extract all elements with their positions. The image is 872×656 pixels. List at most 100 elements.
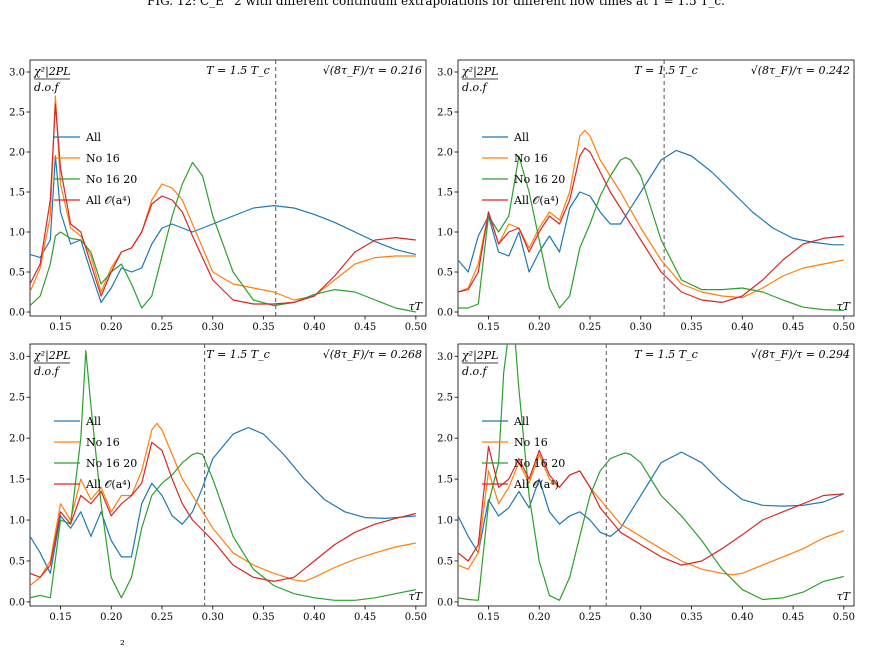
y-tick-label: 1.5 (9, 475, 25, 486)
series-group (30, 350, 416, 601)
y-tick-label: 1.5 (437, 475, 453, 486)
x-tick-label: 0.15 (477, 612, 499, 623)
legend-label: All 𝒪(a⁴) (513, 478, 559, 491)
series-line-1 (30, 155, 416, 303)
flow-time-label: √(8τ_F)/τ = 0.268 (323, 348, 422, 361)
series-line-3 (30, 350, 416, 601)
y-tick-label: 0.5 (437, 556, 453, 567)
series-line-3 (30, 161, 416, 313)
y-axis-label-numerator: χ²|2PL (33, 65, 71, 79)
chart-panel-1: 0.0 0.5 1.0 1.5 2.0 2.5 3.0 0.15 0.20 0.25 0.30 0.3… (9, 59, 427, 333)
x-tick-label: 0.35 (680, 322, 702, 333)
flow-time-label: √(8τ_F)/τ = 0.216 (323, 64, 422, 77)
y-tick-label: 2.5 (9, 108, 25, 119)
y-axis-label-denominator: d.o.f (34, 81, 60, 94)
y-tick-label: 2.0 (9, 148, 25, 159)
temperature-label: T = 1.5 T_c (206, 64, 270, 77)
legend-label: All (85, 131, 101, 144)
series-line-1 (30, 426, 416, 574)
x-tick-label: 0.50 (405, 322, 427, 333)
y-axis-label-numerator: χ²|2PL (33, 349, 71, 363)
x-tick-label: 0.45 (782, 612, 804, 623)
legend-label: All (513, 415, 529, 428)
x-tick-label: 0.50 (405, 612, 427, 623)
legend-label: All (85, 415, 101, 428)
y-tick-label: 2.5 (9, 393, 25, 404)
y-tick-label: 3.0 (437, 68, 453, 79)
y-axis-label-denominator: d.o.f (34, 365, 60, 378)
x-tick-label: 0.15 (477, 322, 499, 333)
temperature-label: T = 1.5 T_c (634, 64, 698, 77)
legend-label: No 16 20 (514, 173, 565, 186)
y-tick-label: 1.0 (9, 228, 25, 239)
y-tick-label: 0.5 (9, 268, 25, 279)
series-line-4 (30, 103, 416, 305)
y-tick-label: 2.0 (9, 434, 25, 445)
legend-label: No 16 20 (514, 457, 565, 470)
series-group (458, 344, 845, 601)
legend-label: All 𝒪(a⁴) (85, 194, 131, 207)
x-tick-label: 0.45 (354, 612, 376, 623)
legend-label: No 16 (86, 436, 120, 449)
x-tick-label: 0.20 (528, 612, 550, 623)
y-tick-label: 2.5 (437, 393, 453, 404)
series-line-3 (458, 344, 844, 601)
x-axis-label: τT (837, 590, 852, 603)
series-line-1 (458, 149, 844, 273)
figure-caption-top: FIG. 12: C_E^2 with different continuum … (147, 0, 725, 8)
y-axis-label-denominator: d.o.f (462, 81, 488, 94)
series-line-2 (30, 422, 416, 586)
chart-panel-3: 0.0 0.5 1.0 1.5 2.0 2.5 3.0 0.15 0.20 0.25 0.30 0.3… (9, 343, 427, 623)
x-tick-label: 0.25 (151, 612, 173, 623)
temperature-label: T = 1.5 T_c (206, 348, 270, 361)
legend-label: No 16 (514, 152, 548, 165)
y-tick-label: 3.0 (437, 352, 453, 363)
y-tick-label: 0.0 (9, 308, 25, 319)
series-line-4 (458, 445, 844, 566)
x-axis-label: τT (837, 300, 852, 313)
y-tick-label: 1.0 (437, 516, 453, 527)
legend-label: No 16 (514, 436, 548, 449)
plot-frame (457, 343, 855, 607)
y-tick-label: 0.5 (437, 268, 453, 279)
y-tick-label: 1.0 (437, 228, 453, 239)
x-tick-label: 0.15 (49, 322, 71, 333)
x-tick-label: 0.30 (202, 612, 224, 623)
legend-label: All 𝒪(a⁴) (513, 194, 559, 207)
series-group (458, 129, 844, 311)
x-tick-label: 0.35 (252, 322, 274, 333)
x-tick-label: 0.40 (303, 322, 325, 333)
x-tick-label: 0.50 (833, 322, 855, 333)
chart-panel-4: 0.0 0.5 1.0 1.5 2.0 2.5 3.0 0.15 0.20 0.25 0.30 0.3… (437, 343, 855, 623)
figure-caption-bottom: ² (120, 640, 125, 652)
x-tick-label: 0.20 (528, 322, 550, 333)
y-tick-label: 3.0 (9, 352, 25, 363)
series-group (30, 95, 416, 313)
y-axis-label-numerator: χ²|2PL (461, 349, 499, 363)
legend-label: No 16 20 (86, 173, 137, 186)
series-line-4 (30, 441, 416, 583)
series-line-3 (458, 155, 844, 311)
plot-frame (29, 59, 427, 317)
series-line-2 (458, 129, 844, 299)
x-tick-label: 0.25 (151, 322, 173, 333)
x-tick-label: 0.20 (100, 612, 122, 623)
x-tick-label: 0.40 (303, 612, 325, 623)
x-tick-label: 0.30 (630, 612, 652, 623)
series-line-4 (458, 147, 844, 303)
x-axis-label: τT (409, 300, 424, 313)
legend-label: No 16 (86, 152, 120, 165)
y-tick-label: 0.0 (9, 597, 25, 608)
x-tick-label: 0.50 (833, 612, 855, 623)
legend-label: All 𝒪(a⁴) (85, 478, 131, 491)
legend-label: No 16 20 (86, 457, 137, 470)
plot-frame (29, 343, 427, 607)
chart-panel-2: 0.0 0.5 1.0 1.5 2.0 2.5 3.0 0.15 0.20 0.25 0.30 0.3… (437, 59, 855, 333)
series-line-1 (458, 451, 845, 554)
legend-label: All (513, 131, 529, 144)
y-tick-label: 0.5 (9, 556, 25, 567)
x-tick-label: 0.40 (731, 322, 753, 333)
x-tick-label: 0.35 (680, 612, 702, 623)
y-tick-label: 1.5 (9, 188, 25, 199)
